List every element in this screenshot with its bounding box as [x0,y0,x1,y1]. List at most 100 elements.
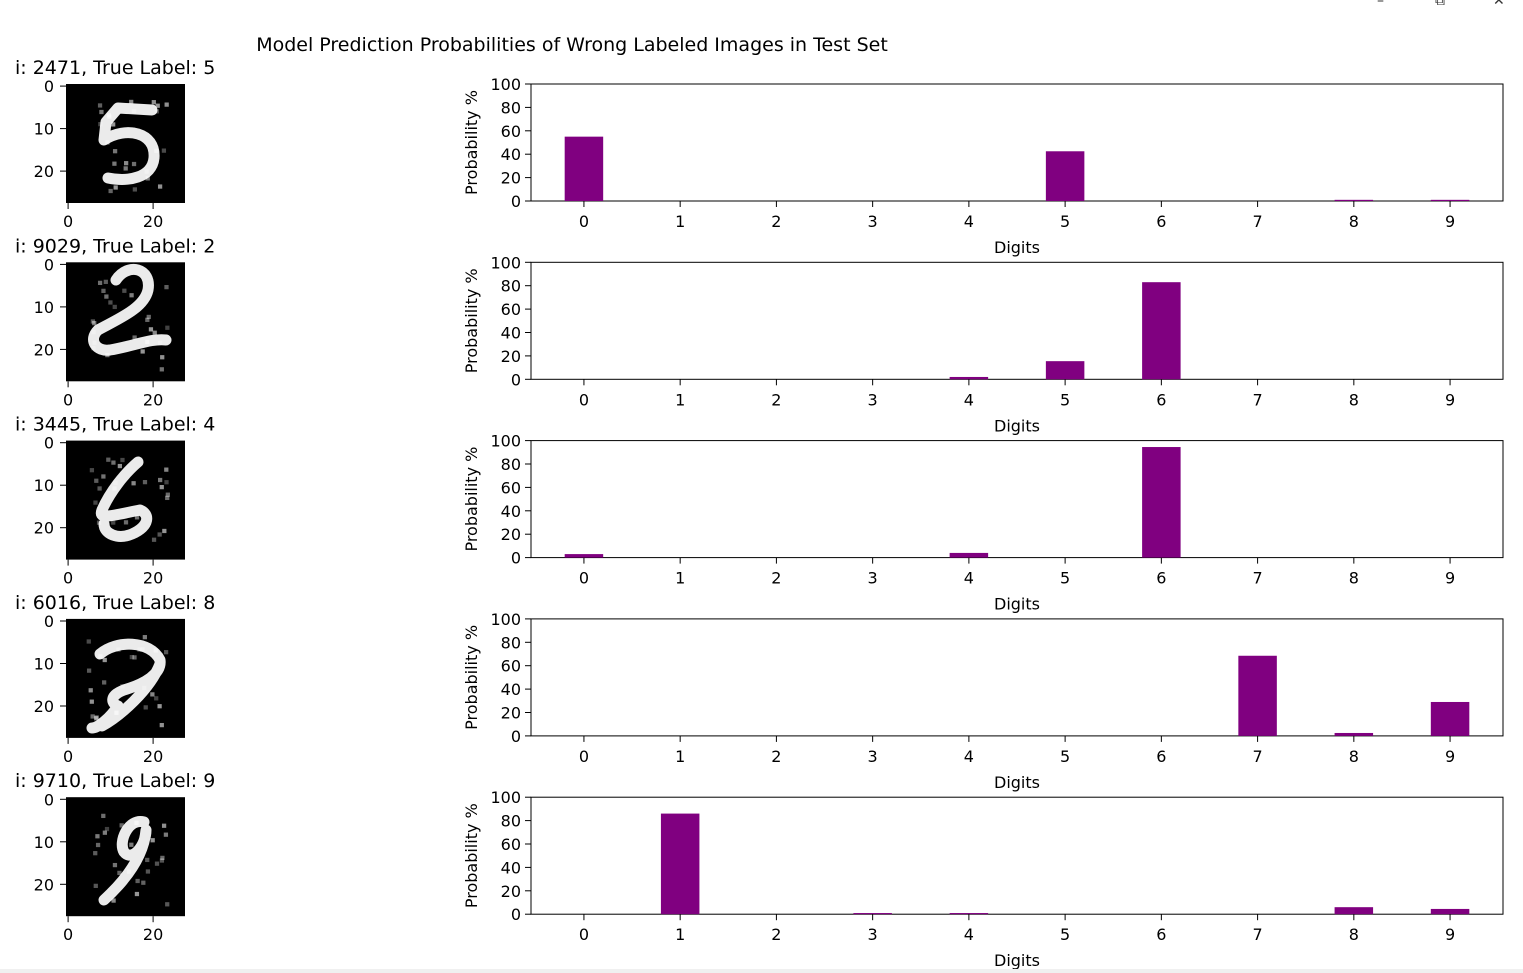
image-ytick-label: 10 [34,120,54,139]
digit-pixel [102,680,107,685]
bar-digit-5 [1045,361,1085,380]
bar-xtick-label: 9 [1445,569,1455,588]
digit-pixel [142,685,147,690]
digit-pixel [159,484,164,490]
bar-axes-frame [530,83,1504,202]
digit-pixel [116,647,121,652]
bar-digit-4 [949,552,989,558]
digit-pixel [157,184,163,189]
digit-pixel [160,855,165,861]
bar-ytick-label: 100 [490,788,521,807]
digit-pixel [104,294,109,299]
bar-xtick-label: 2 [771,925,781,944]
bar-digit-5 [1045,151,1085,201]
digit-pixel [134,820,139,825]
digit-pixel [111,898,116,903]
image-xtick-label: 20 [143,390,163,409]
digit-pixel [98,654,103,659]
digit-pixel [95,834,100,839]
digit-pixel [120,457,125,463]
bar-ytick-label: 20 [501,704,521,723]
digit-pixel [148,327,154,332]
image-xtick-label: 0 [63,212,73,231]
digit-pixel [120,684,125,689]
digit-pixel [159,722,164,728]
digit-pixel [113,480,118,486]
digit-pixel [97,280,103,285]
bar-ytick-label: 100 [490,432,521,451]
bar-ytick-label: 80 [501,98,521,117]
image-xtick-label: 20 [143,212,163,231]
bar-xtick-label: 5 [1060,212,1070,231]
bar-xtick-label: 2 [771,569,781,588]
bar-ytick-label: 40 [501,324,521,343]
digit-stroke [98,102,160,185]
bar-axes-frame [530,618,1504,737]
bar-ytick-label: 20 [501,347,521,366]
bar-axes-frame [530,261,1504,380]
restore-icon[interactable]: ⧉ [1435,0,1445,9]
digit-pixel [157,704,162,709]
digit-pixel [159,858,165,863]
digit-pixel [131,481,136,486]
digit-pixel [131,161,137,167]
bar-xtick-label: 6 [1156,925,1166,944]
bar-xtick-label: 2 [771,390,781,409]
digit-pixel [112,161,117,166]
minimize-icon[interactable]: – [1377,0,1384,9]
digit-pixel [102,830,108,835]
digit-pixel [150,692,155,697]
bar-digit-8 [1334,199,1374,201]
bar-ytick-label: 100 [490,610,521,629]
digit-pixel [165,902,170,907]
digit-pixel [93,851,98,856]
digit-pixel [142,635,147,640]
close-icon[interactable]: ✕ [1493,0,1505,9]
bar-digit-9 [1430,701,1470,736]
digit-pixel [101,288,106,294]
bar-digit-3 [853,913,892,915]
bar-ytick-label: 20 [501,169,521,188]
digit-pixel [150,838,155,843]
bar-digit-8 [1334,732,1374,736]
bar-xlabel: Digits [994,595,1040,614]
bar-xtick-label: 1 [675,212,685,231]
bar-xtick-label: 9 [1445,212,1455,231]
digit-pixel [119,823,124,828]
image-xtick-label: 20 [143,747,163,766]
digit-pixel [107,114,112,119]
digit-pixel [96,520,102,525]
bar-ytick-label: 80 [501,812,521,831]
digit-pixel [163,832,169,837]
bar-xtick-label: 8 [1349,390,1359,409]
image-title: i: 9029, True Label: 2 [15,235,215,257]
image-title: i: 6016, True Label: 8 [15,592,215,614]
bar-xtick-label: 6 [1156,569,1166,588]
digit-pixel [145,317,150,322]
image-ytick-label: 0 [44,77,54,96]
bar-digit-0 [564,136,604,201]
bar-xtick-label: 7 [1253,390,1263,409]
digit-pixel [111,520,116,525]
digit-pixel [126,869,132,874]
bar-ytick-label: 0 [511,905,521,924]
bar-xtick-label: 2 [771,212,781,231]
bar-xtick-label: 0 [579,925,589,944]
image-ytick-label: 10 [34,833,54,852]
digit-pixel [99,109,104,115]
bar-ytick-label: 40 [501,680,521,699]
image-xtick-label: 0 [63,747,73,766]
digit-pixel [95,842,101,848]
bar-xtick-label: 7 [1253,212,1263,231]
bar-digit-6 [1142,282,1181,380]
digit-stroke [95,456,153,542]
bar-xtick-label: 1 [675,747,685,766]
bar-xtick-label: 7 [1253,569,1263,588]
bar-xtick-label: 1 [675,569,685,588]
digit-pixel [123,166,128,171]
image-title: i: 3445, True Label: 4 [15,414,215,436]
digit-pixel [112,862,118,868]
image-ytick-label: 10 [34,476,54,495]
